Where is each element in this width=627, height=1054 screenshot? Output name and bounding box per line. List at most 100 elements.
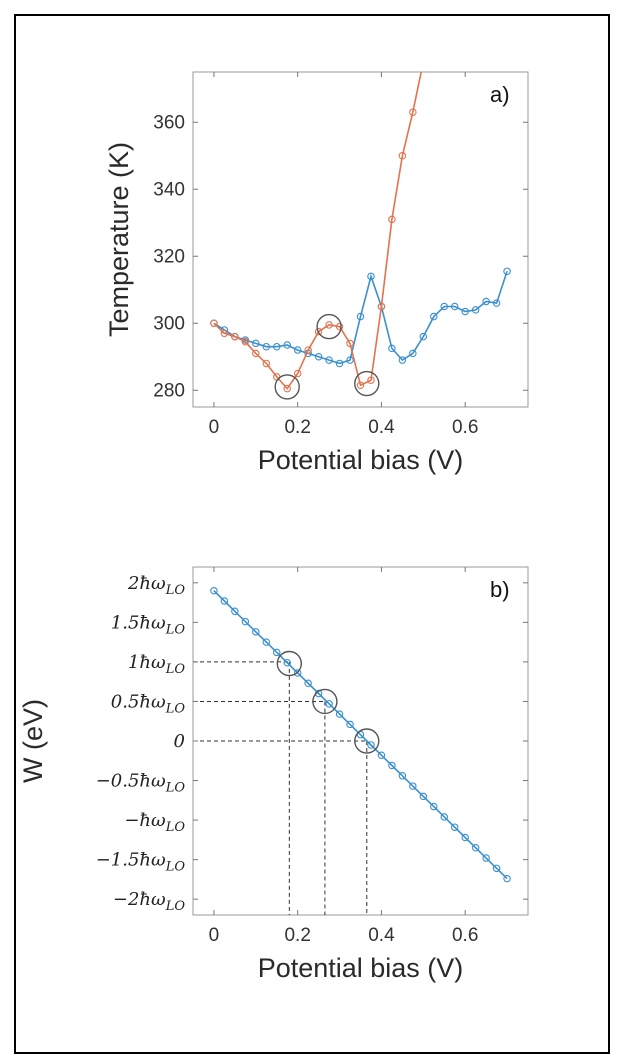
y-tick-label: −0.5ħωLO — [96, 771, 186, 796]
highlight-circle — [312, 688, 338, 715]
panel-a-temperature-plot: 0 0.2 0.4 0.6 280 300 320 340 360 a) Potential … — [104, 2, 529, 475]
series-1-point — [367, 272, 375, 281]
series-1-point — [430, 802, 438, 811]
series-1-point — [231, 607, 239, 616]
x-tick-label: 0 — [209, 925, 220, 946]
series-2-point — [210, 319, 218, 327]
series-2-point — [356, 381, 365, 389]
y-tick-label: −ħωLO — [124, 810, 185, 835]
x-tick-label: 0.4 — [368, 925, 395, 946]
x-tick-label: 0.4 — [368, 417, 395, 438]
y-tick-label: 340 — [153, 179, 185, 200]
y-tick-label: 1.5ħωLO — [111, 612, 186, 637]
series-1-point — [272, 648, 281, 657]
panel-a-y-axis-label: Temperature (K) — [104, 142, 134, 337]
series-1-point — [409, 349, 417, 358]
y-tick-label: −2ħωLO — [113, 889, 185, 914]
series-2-line — [213, 72, 423, 390]
series-1-point — [398, 772, 407, 780]
series-1-point — [503, 267, 511, 276]
series-1-point — [325, 356, 333, 364]
panel-a-axes-box — [192, 71, 529, 408]
series-2-point — [377, 302, 386, 311]
series-1-point — [503, 874, 511, 883]
y-tick-label: 360 — [153, 112, 185, 133]
x-tick-label: 0.2 — [284, 417, 310, 438]
series-1-point — [367, 741, 375, 749]
series-2-point — [304, 346, 312, 354]
panel-a-x-axis-label: Potential bias (V) — [258, 445, 464, 475]
highlight-circle — [316, 313, 342, 340]
series-2-point — [325, 321, 333, 329]
panel-b-y-axis-label: W (eV) — [18, 699, 48, 783]
x-tick-label: 0 — [209, 417, 220, 438]
series-1-point — [492, 299, 501, 307]
series-1-point — [377, 751, 386, 759]
x-tick-label: 0.6 — [452, 925, 478, 946]
series-2-point — [431, 2, 437, 8]
series-1-point — [293, 346, 302, 354]
series-2-point — [409, 108, 417, 116]
series-1-point — [314, 352, 323, 361]
series-2-point — [283, 384, 291, 393]
series-1-point — [492, 864, 501, 873]
series-1-point — [220, 597, 229, 605]
series-1-point — [471, 306, 480, 314]
series-1-point — [293, 669, 302, 677]
series-1-point — [430, 312, 438, 321]
series-1-point — [419, 792, 428, 801]
highlight-circle — [274, 374, 300, 400]
series-2-point — [420, 59, 426, 65]
series-1-point — [388, 761, 396, 770]
series-1-line — [213, 271, 508, 365]
panel-b-series — [210, 586, 511, 883]
series-1-point — [325, 700, 333, 708]
y-tick-label: 2ħωLO — [127, 573, 185, 598]
series-1-point — [482, 297, 490, 306]
panel-b-guide-lines — [193, 661, 368, 915]
series-1-point — [450, 823, 459, 831]
series-2-point — [220, 329, 229, 338]
y-tick-label: 300 — [153, 313, 185, 334]
y-tick-label: 280 — [153, 380, 185, 401]
series-1-point — [450, 302, 459, 311]
panel-a-highlight-circles — [274, 313, 380, 400]
panel-a-series — [210, 2, 511, 393]
series-2-point — [388, 215, 396, 224]
series-1-line — [213, 590, 508, 880]
series-1-point — [252, 339, 260, 348]
series-1-point — [272, 342, 281, 351]
panel-b-work-plot: 0 0.2 0.4 0.6 2ħωLO 1.5ħωLO 1ħωLO 0.5ħωLO 0 −0.5… — [18, 566, 529, 983]
panel-a-label: a) — [490, 82, 510, 107]
series-1-point — [461, 833, 469, 842]
panel-b-highlight-circles — [276, 650, 380, 754]
panel-b-label: b) — [490, 577, 510, 602]
series-2-point — [314, 327, 323, 336]
series-2-point — [241, 337, 250, 346]
series-1-point — [482, 854, 490, 862]
highlight-circle — [354, 370, 380, 397]
series-1-point — [356, 312, 365, 321]
panel-b-x-axis-label: Potential bias (V) — [258, 953, 464, 983]
panel-a-x-ticks: 0 0.2 0.4 0.6 — [209, 72, 478, 438]
panel-b-x-ticks: 0 0.2 0.4 0.6 — [209, 567, 478, 946]
series-1-point — [262, 638, 271, 646]
series-2-point — [231, 332, 239, 341]
y-tick-label: 0.5ħωLO — [111, 691, 186, 716]
series-1-point — [346, 720, 354, 729]
series-1-point — [409, 782, 417, 790]
series-2-point — [335, 322, 344, 331]
series-1-point — [210, 586, 218, 595]
series-1-point — [262, 342, 271, 351]
highlight-circle — [276, 650, 303, 677]
y-tick-label: 320 — [153, 246, 185, 267]
x-tick-label: 0.6 — [452, 417, 478, 438]
series-2-point — [262, 359, 271, 368]
panel-a-y-ticks: 280 300 320 340 360 — [153, 112, 528, 401]
y-tick-label: 0 — [174, 731, 185, 752]
series-1-point — [283, 341, 291, 349]
series-2-point — [367, 376, 375, 384]
series-2-point — [398, 152, 407, 160]
series-2-point — [252, 349, 260, 358]
series-1-point — [388, 344, 396, 353]
